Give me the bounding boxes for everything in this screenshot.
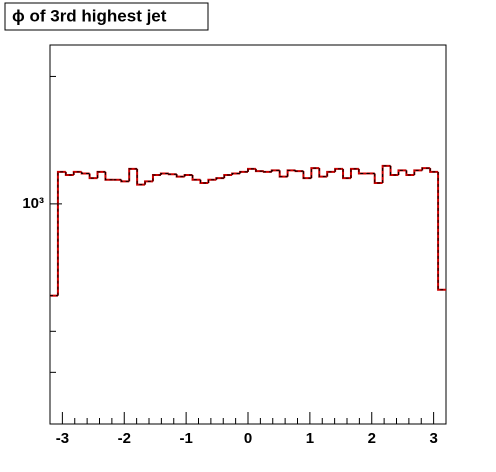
histogram-bin — [199, 179, 209, 184]
histogram-bin — [176, 174, 185, 178]
histogram-bin — [73, 171, 82, 176]
histogram-bin — [168, 173, 177, 175]
histogram-bin — [287, 169, 296, 177]
histogram-bin — [81, 171, 90, 174]
histogram-bin — [247, 168, 256, 172]
y-tick-label: 10³ — [22, 195, 44, 212]
title-box — [4, 2, 209, 31]
histogram-bin — [413, 169, 423, 176]
histogram-bin — [318, 168, 328, 178]
histogram-bin — [97, 171, 106, 179]
histogram-bin — [421, 167, 431, 171]
histogram-bin — [184, 174, 193, 177]
histogram-bin — [326, 171, 336, 177]
histogram-bin — [223, 174, 233, 179]
histogram-bin — [89, 173, 98, 179]
histogram-bin — [397, 169, 407, 176]
x-tick-label: 0 — [244, 430, 252, 447]
histogram-bin — [295, 170, 304, 172]
histogram-bin — [358, 168, 367, 174]
histogram-bin — [342, 168, 351, 179]
histogram-bin — [128, 168, 138, 182]
histogram-bin — [56, 170, 66, 296]
histogram-bin — [207, 179, 217, 184]
x-tick-label: 1 — [306, 430, 314, 447]
histogram-bin — [437, 171, 446, 291]
chart-title: ϕ of 3rd highest jet — [12, 6, 167, 25]
histogram-bin — [405, 170, 415, 176]
histogram-bin — [152, 174, 161, 182]
histogram-bin — [192, 175, 201, 181]
histogram-bin — [374, 173, 383, 184]
histogram-bin — [231, 172, 241, 176]
x-tick-label: -2 — [118, 430, 131, 447]
histogram-bin — [350, 168, 359, 179]
histogram-bin — [381, 164, 391, 184]
histogram-bin — [334, 168, 344, 172]
x-tick-label: -1 — [179, 430, 192, 447]
histogram-bin — [136, 168, 146, 186]
histogram-bin — [239, 171, 248, 174]
histogram-bin — [271, 169, 280, 172]
histogram-bin — [104, 171, 114, 181]
x-tick-label: 2 — [368, 430, 376, 447]
x-tick-label: -3 — [56, 430, 69, 447]
histogram-bin — [144, 180, 153, 185]
histogram-bin — [255, 168, 264, 172]
histogram-bin — [65, 171, 74, 176]
histogram-bin — [120, 179, 130, 182]
histogram-bin — [390, 165, 399, 176]
histogram-bin — [310, 167, 320, 179]
histogram-bin — [279, 170, 288, 178]
histogram-bin — [429, 168, 439, 173]
histogram-bin — [215, 177, 225, 180]
histogram-bin — [263, 171, 272, 173]
histogram-bin — [302, 171, 312, 179]
x-tick-label: 3 — [429, 430, 437, 447]
histogram-bin — [160, 172, 169, 176]
